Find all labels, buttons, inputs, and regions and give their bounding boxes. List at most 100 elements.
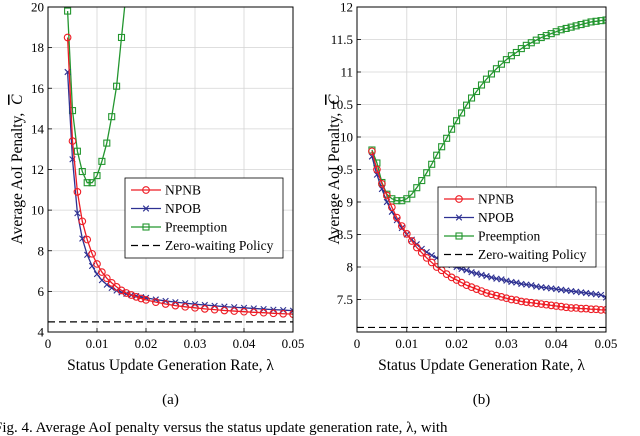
series-npnb-marker — [107, 278, 116, 287]
series-npnb-marker — [412, 243, 421, 252]
series-npnb-marker — [78, 217, 87, 226]
series-npnb-marker — [552, 302, 561, 310]
series-preemption-marker — [443, 134, 451, 142]
series-npnb-marker — [517, 297, 526, 306]
series-npnb-marker — [562, 303, 571, 312]
y-axis-label-text-b: Average AoI Penalty, — [326, 113, 343, 245]
series-preemption-marker — [458, 109, 466, 117]
series-preemption-marker — [562, 24, 570, 33]
y-axis-label-symbol-a: C — [9, 94, 26, 105]
legend-npob-marker — [455, 214, 463, 221]
series-npob-marker — [478, 271, 485, 278]
y-tick-label: 8 — [347, 260, 354, 275]
series-preemption-marker — [587, 18, 595, 26]
xticks-b: 0 0.01 0.02 0.03 0.04 0.05 — [354, 328, 618, 351]
y-axis-label-b: Average AoI Penalty, C — [326, 94, 343, 245]
series-npnb-marker — [98, 268, 106, 276]
y-tick-label: 7.5 — [337, 292, 353, 307]
series-npob-marker — [533, 283, 540, 290]
series-npob-marker — [508, 278, 515, 286]
series-npob-marker — [587, 290, 595, 297]
panel-label-b: (b) — [473, 392, 491, 408]
series-npnb-marker — [142, 296, 150, 304]
series-npob-marker — [393, 217, 401, 224]
legend-label-preemption: Preemption — [478, 229, 540, 244]
series-npnb-marker — [259, 308, 268, 317]
series-line-npnb — [66, 37, 293, 315]
series-npnb-marker — [537, 300, 546, 308]
panel-label-a: (a) — [162, 392, 179, 408]
legend-npnb-marker — [142, 186, 150, 194]
x-tick-label: 0.02 — [445, 336, 468, 351]
series-npnb-marker — [422, 254, 431, 262]
y-tick-label: 12 — [340, 0, 353, 15]
y-tick-label: 10.5 — [330, 97, 353, 112]
y-tick-label: 12 — [31, 162, 44, 177]
series-preemption-marker — [418, 177, 426, 185]
series-preemption-marker — [582, 19, 590, 27]
x-tick-label: 0.05 — [595, 336, 618, 351]
y-axis-label-symbol-b: C — [326, 94, 343, 105]
series-npob-marker — [553, 285, 560, 293]
series-preemption-marker — [408, 190, 416, 198]
y-tick-label: 9 — [347, 195, 354, 210]
series-preemption-marker — [103, 139, 111, 147]
series-npnb-marker — [383, 191, 391, 200]
series-preemption-marker — [108, 113, 116, 121]
series-preemption-marker — [547, 30, 555, 38]
series-preemption-marker — [487, 70, 496, 78]
x-tick-label: 0.02 — [135, 336, 158, 351]
series-preemption-marker — [463, 101, 471, 109]
series-preemption-marker — [88, 179, 96, 187]
series-preemption-marker — [482, 75, 491, 83]
series-npnb-marker — [472, 285, 481, 293]
series-npob-marker — [503, 277, 510, 284]
series-npob-marker — [523, 281, 530, 288]
series-npnb-marker — [572, 304, 580, 312]
series-preemption-marker — [98, 157, 106, 165]
series-npnb-marker — [577, 304, 585, 313]
y-tick-label: 8.5 — [337, 227, 353, 242]
legend-label-npnb: NPNB — [165, 183, 201, 198]
series-preemption-marker — [572, 22, 580, 30]
y-tick-label: 14 — [31, 121, 45, 136]
series-npnb-marker — [462, 281, 471, 290]
series-preemption-marker — [552, 28, 560, 36]
series-npob-marker — [468, 269, 475, 276]
series-npob-marker — [597, 291, 605, 299]
series-preemption-marker — [537, 33, 545, 42]
x-tick-label: 0 — [45, 336, 52, 351]
series-npnb-marker — [597, 306, 605, 314]
series-npnb-marker — [388, 203, 396, 212]
series-npnb-marker — [83, 235, 92, 244]
x-axis-label-a: Status Update Generation Rate, λ — [67, 357, 274, 374]
y-tick-label: 6 — [38, 284, 45, 299]
series-npob-marker — [250, 305, 257, 312]
legend-a: NPNB NPOB Preemption Zero-waiting Policy — [124, 177, 284, 259]
series-preemption-marker — [93, 172, 101, 180]
xticks-a: 0 0.01 0.02 0.03 0.04 0.05 — [45, 328, 304, 351]
series-preemption-marker — [403, 195, 411, 203]
series-npnb-marker — [102, 274, 111, 283]
series-npnb-marker — [122, 289, 131, 297]
series-preemption-marker — [428, 160, 436, 168]
series-preemption-marker — [557, 26, 565, 34]
series-npnb-marker — [532, 299, 541, 308]
series-npob-marker — [201, 301, 208, 309]
series-npnb-marker — [477, 287, 486, 295]
y-tick-label: 16 — [31, 81, 45, 96]
series-npnb-marker — [181, 302, 190, 311]
series-npob-marker — [528, 282, 535, 289]
series-npob-marker — [289, 307, 293, 314]
y-axis-label-a: Average AoI Penalty, C — [9, 94, 26, 245]
series-npnb-marker — [63, 33, 72, 42]
series-npob-marker — [493, 275, 500, 282]
series-npnb-marker — [417, 248, 426, 257]
series-npob-marker — [582, 289, 590, 297]
figure-caption: Fig. 4. Average AoI penalty versus the s… — [0, 420, 448, 436]
series-npnb-marker — [132, 293, 141, 301]
series-npnb-marker — [269, 309, 278, 318]
series-npnb-marker — [151, 298, 160, 306]
y-tick-label: 20 — [31, 0, 44, 15]
series-npnb-marker — [210, 305, 219, 314]
